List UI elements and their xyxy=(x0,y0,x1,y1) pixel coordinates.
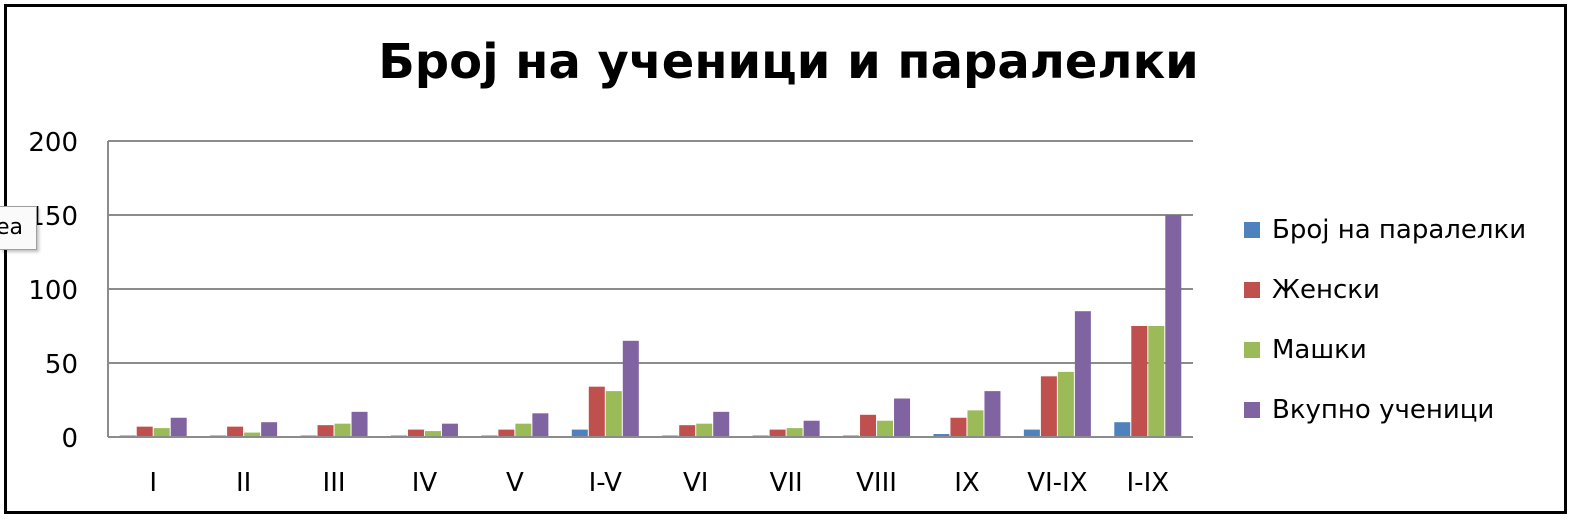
legend-label: Женски xyxy=(1272,275,1380,305)
x-tick-label: VIII xyxy=(856,468,897,498)
bar-9-0 xyxy=(933,434,950,437)
x-tick-label: VI-IX xyxy=(1027,468,1087,498)
x-tick-label: I-V xyxy=(589,468,623,498)
bar-10-2 xyxy=(1057,371,1074,437)
bar-3-1 xyxy=(407,429,424,437)
x-tick-label: IX xyxy=(954,468,979,498)
bar-0-1 xyxy=(136,426,153,437)
bar-5-2 xyxy=(605,391,622,437)
x-tick-label: III xyxy=(323,468,346,498)
legend-label: Вкупно ученици xyxy=(1272,395,1495,425)
legend-item: Женски xyxy=(1244,260,1526,320)
legend-label: Број на паралелки xyxy=(1272,215,1527,245)
bar-9-3 xyxy=(984,391,1001,437)
bar-6-2 xyxy=(696,423,713,437)
y-tick-label: 50 xyxy=(45,350,78,380)
bar-2-1 xyxy=(317,425,334,437)
bar-5-1 xyxy=(588,386,605,437)
bar-7-3 xyxy=(803,420,820,437)
tooltip-text: ea xyxy=(0,215,24,240)
x-tick-label: VI xyxy=(683,468,708,498)
y-tick-label: 0 xyxy=(61,424,78,454)
bar-9-2 xyxy=(967,410,984,437)
bar-4-2 xyxy=(515,423,532,437)
legend-swatch xyxy=(1244,282,1260,298)
y-tick-label: 100 xyxy=(28,276,78,306)
bar-8-3 xyxy=(894,398,911,437)
bar-10-1 xyxy=(1040,376,1057,437)
bar-2-2 xyxy=(334,423,351,437)
bar-7-1 xyxy=(769,429,786,437)
x-tick-label: IV xyxy=(412,468,438,498)
gridlines xyxy=(108,140,1193,364)
legend-item: Број на паралелки xyxy=(1244,200,1526,260)
x-tick-label: VII xyxy=(770,468,803,498)
bar-3-2 xyxy=(424,431,441,437)
x-tick-label: I xyxy=(149,468,157,498)
x-tick-label: I-IX xyxy=(1127,468,1170,498)
bar-5-3 xyxy=(622,340,639,437)
bar-6-3 xyxy=(713,411,730,437)
chart-legend: Број на паралелки Женски Машки Вкупно учени… xyxy=(1244,200,1526,440)
axes xyxy=(107,141,1193,438)
legend-swatch xyxy=(1244,222,1260,238)
legend-swatch xyxy=(1244,402,1260,418)
chart-title: Број на ученици и паралелки xyxy=(378,34,1199,90)
bar-11-3 xyxy=(1165,215,1182,437)
tooltip-fragment: ea xyxy=(0,206,37,250)
x-tick-label: V xyxy=(506,468,524,498)
bar-6-1 xyxy=(679,425,696,437)
bar-8-1 xyxy=(860,414,877,437)
bar-1-3 xyxy=(261,422,278,437)
bar-11-2 xyxy=(1148,326,1165,437)
bar-11-1 xyxy=(1131,326,1148,437)
bar-4-3 xyxy=(532,413,549,437)
legend-item: Вкупно ученици xyxy=(1244,380,1526,440)
bar-1-1 xyxy=(227,426,244,437)
bar-11-0 xyxy=(1114,422,1131,437)
bar-0-2 xyxy=(153,428,170,437)
bar-0-3 xyxy=(170,417,187,437)
bar-9-1 xyxy=(950,417,967,437)
x-axis-tick-labels: I II III IV V I-V VI VII VIII IX VI-IX I-IX xyxy=(149,468,1169,498)
bar-7-2 xyxy=(786,428,803,437)
x-tick-label: II xyxy=(236,468,251,498)
bar-3-3 xyxy=(441,423,458,437)
bar-1-2 xyxy=(244,432,261,437)
bar-5-0 xyxy=(571,429,588,437)
y-tick-label: 200 xyxy=(28,128,78,158)
bar-10-3 xyxy=(1074,311,1091,437)
bar-8-2 xyxy=(877,420,894,437)
legend-label: Машки xyxy=(1272,335,1367,365)
bars xyxy=(119,215,1182,437)
legend-item: Машки xyxy=(1244,320,1526,380)
legend-swatch xyxy=(1244,342,1260,358)
bar-2-3 xyxy=(351,411,368,437)
bar-10-0 xyxy=(1023,429,1040,437)
bar-4-1 xyxy=(498,429,515,437)
